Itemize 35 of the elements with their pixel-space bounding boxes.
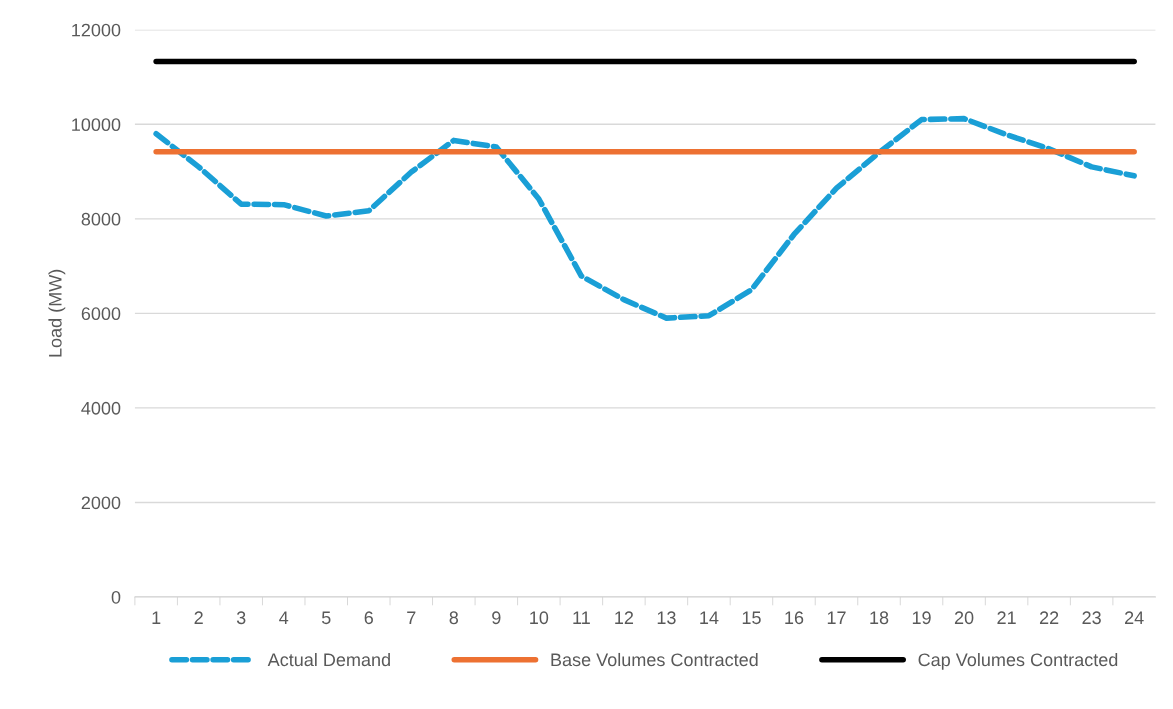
x-tick-label: 16 (785, 611, 804, 625)
x-tick-label: 4 (279, 611, 289, 624)
x-tick-label: 10 (530, 611, 549, 625)
x-tick-label: 2 (194, 611, 203, 624)
y-tick-label: 8000 (81, 212, 121, 226)
x-tick-label: 14 (700, 611, 719, 624)
x-tick-label: 3 (236, 611, 246, 625)
x-tick-label: 21 (997, 611, 1016, 624)
x-tick-label: 23 (1082, 611, 1101, 625)
x-tick-label: 5 (321, 611, 331, 625)
legend-label: Base Volumes Contracted (551, 652, 758, 667)
x-tick-label: 15 (742, 611, 761, 625)
x-tick-label: 20 (954, 611, 974, 625)
x-tick-label: 9 (492, 611, 501, 625)
legend-label: Actual Demand (267, 652, 390, 667)
x-tick-label: 12 (615, 611, 634, 624)
x-tick-label: 18 (870, 611, 889, 625)
x-tick-label: 22 (1039, 611, 1059, 624)
y-tick-label: 10000 (72, 118, 121, 132)
x-tick-label: 7 (407, 611, 416, 624)
x-tick-label: 13 (657, 611, 676, 625)
y-tick-label: 2000 (81, 496, 121, 510)
y-axis-title: Load (MW) (48, 269, 66, 357)
x-tick-label: 6 (364, 611, 373, 625)
x-tick-label: 19 (912, 611, 931, 625)
x-tick-label: 1 (152, 611, 161, 624)
y-tick-label: 6000 (81, 307, 121, 321)
x-tick-label: 17 (827, 611, 846, 624)
x-tick-label: 24 (1125, 611, 1144, 624)
legend-label: Cap Volumes Contracted (918, 652, 1118, 670)
x-tick-label: 11 (573, 611, 590, 624)
y-tick-label: 12000 (72, 23, 121, 37)
y-tick-label: 0 (111, 590, 121, 604)
x-tick-label: 8 (449, 611, 459, 625)
y-tick-label: 4000 (81, 401, 121, 415)
